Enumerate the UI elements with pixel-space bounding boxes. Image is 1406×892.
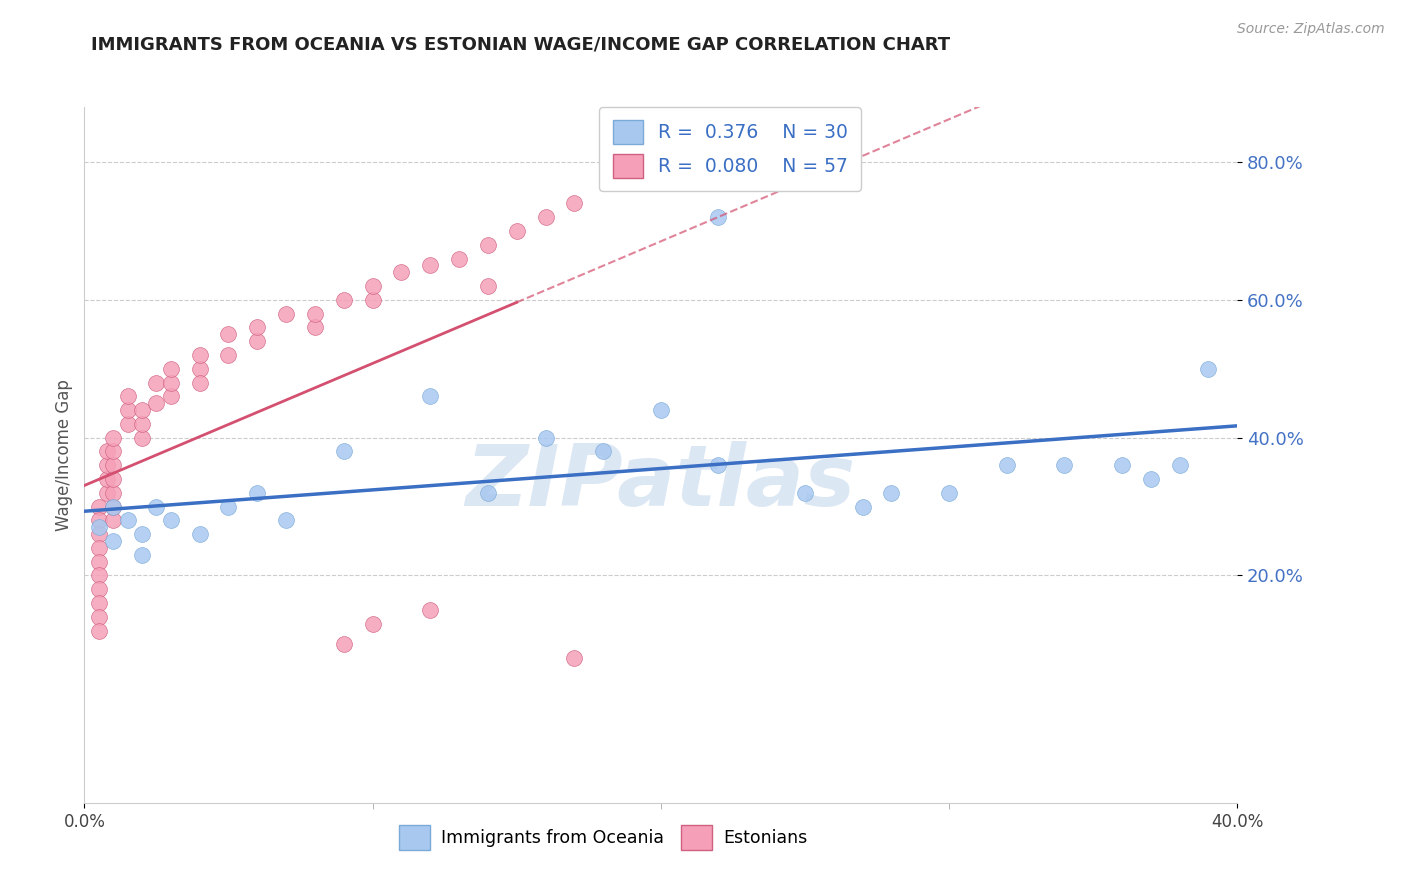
- Text: IMMIGRANTS FROM OCEANIA VS ESTONIAN WAGE/INCOME GAP CORRELATION CHART: IMMIGRANTS FROM OCEANIA VS ESTONIAN WAGE…: [91, 36, 950, 54]
- Point: [333, 637, 356, 651]
- Point: [160, 389, 183, 403]
- Point: [117, 513, 139, 527]
- Point: [160, 361, 183, 376]
- Point: [103, 472, 124, 486]
- Point: [564, 651, 586, 665]
- Point: [391, 265, 413, 279]
- Point: [96, 472, 118, 486]
- Point: [87, 596, 110, 610]
- Point: [852, 500, 875, 514]
- Point: [103, 431, 124, 445]
- Point: [87, 582, 110, 597]
- Point: [87, 609, 110, 624]
- Point: [246, 320, 269, 334]
- Point: [103, 485, 124, 500]
- Point: [117, 403, 139, 417]
- Point: [506, 224, 529, 238]
- Point: [361, 293, 384, 307]
- Point: [131, 403, 153, 417]
- Point: [96, 485, 118, 500]
- Point: [103, 513, 124, 527]
- Point: [131, 431, 153, 445]
- Y-axis label: Wage/Income Gap: Wage/Income Gap: [55, 379, 73, 531]
- Point: [145, 376, 167, 390]
- Point: [477, 237, 499, 252]
- Point: [361, 616, 384, 631]
- Point: [103, 534, 124, 549]
- Point: [188, 348, 211, 362]
- Point: [1053, 458, 1076, 473]
- Point: [103, 444, 124, 458]
- Point: [880, 485, 903, 500]
- Point: [650, 403, 672, 417]
- Point: [96, 444, 118, 458]
- Point: [117, 389, 139, 403]
- Point: [938, 485, 960, 500]
- Point: [117, 417, 139, 431]
- Point: [477, 279, 499, 293]
- Point: [419, 259, 441, 273]
- Point: [1111, 458, 1133, 473]
- Point: [592, 444, 614, 458]
- Point: [218, 500, 240, 514]
- Point: [477, 485, 499, 500]
- Point: [103, 500, 124, 514]
- Point: [145, 500, 167, 514]
- Point: [160, 513, 183, 527]
- Text: Source: ZipAtlas.com: Source: ZipAtlas.com: [1237, 22, 1385, 37]
- Point: [276, 307, 298, 321]
- Point: [1140, 472, 1163, 486]
- Point: [131, 548, 153, 562]
- Point: [96, 458, 118, 473]
- Point: [449, 252, 471, 266]
- Point: [1198, 361, 1220, 376]
- Point: [131, 527, 153, 541]
- Point: [995, 458, 1018, 473]
- Legend: Immigrants from Oceania, Estonians: Immigrants from Oceania, Estonians: [392, 818, 814, 856]
- Point: [304, 320, 326, 334]
- Point: [160, 376, 183, 390]
- Point: [333, 444, 356, 458]
- Point: [103, 458, 124, 473]
- Point: [87, 500, 110, 514]
- Point: [304, 307, 326, 321]
- Point: [246, 485, 269, 500]
- Point: [87, 624, 110, 638]
- Point: [276, 513, 298, 527]
- Point: [534, 211, 557, 225]
- Point: [87, 513, 110, 527]
- Point: [707, 458, 730, 473]
- Point: [218, 348, 240, 362]
- Point: [145, 396, 167, 410]
- Text: ZIPatlas: ZIPatlas: [465, 442, 856, 524]
- Point: [218, 327, 240, 342]
- Point: [419, 603, 441, 617]
- Point: [188, 527, 211, 541]
- Point: [188, 361, 211, 376]
- Point: [419, 389, 441, 403]
- Point: [564, 196, 586, 211]
- Point: [333, 293, 356, 307]
- Point: [1168, 458, 1191, 473]
- Point: [87, 527, 110, 541]
- Point: [707, 211, 730, 225]
- Point: [361, 279, 384, 293]
- Point: [87, 555, 110, 569]
- Point: [87, 520, 110, 534]
- Point: [87, 541, 110, 555]
- Point: [534, 431, 557, 445]
- Point: [103, 500, 124, 514]
- Point: [246, 334, 269, 349]
- Point: [188, 376, 211, 390]
- Point: [794, 485, 817, 500]
- Point: [87, 568, 110, 582]
- Point: [131, 417, 153, 431]
